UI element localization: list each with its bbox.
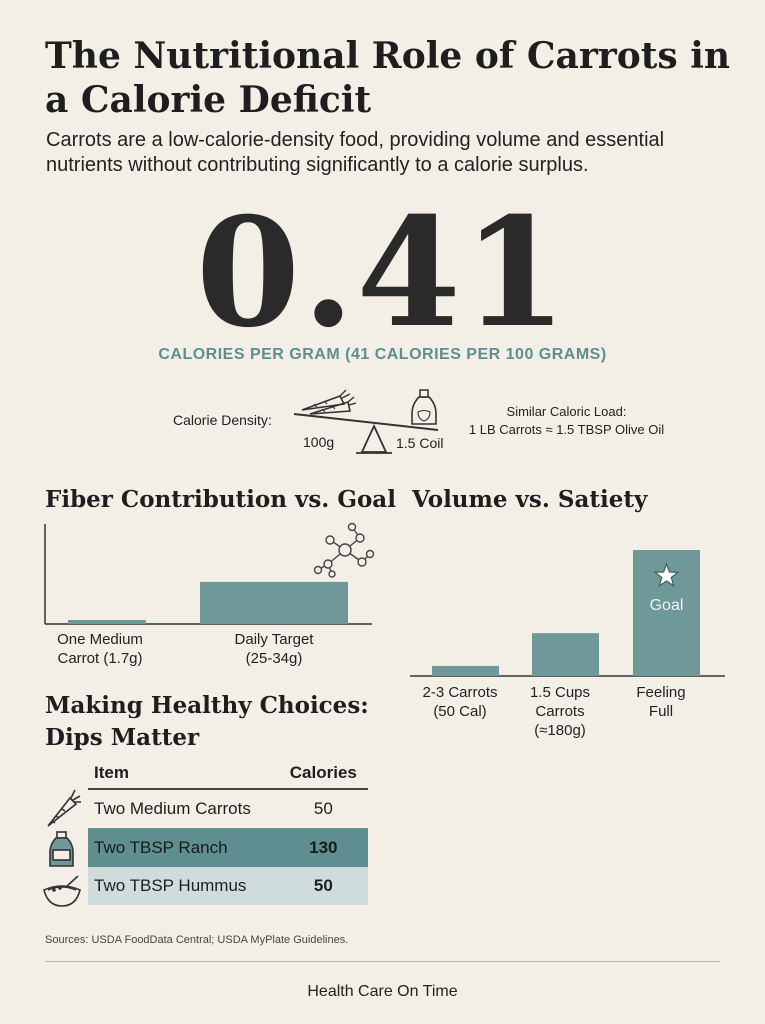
col-header-item: Item: [88, 758, 279, 790]
category-label-line: (50 Cal): [433, 703, 487, 720]
row-item: Two TBSP Ranch: [88, 828, 279, 867]
row-item: Two TBSP Hummus: [88, 867, 279, 905]
category-label-line: Full: [648, 703, 674, 720]
sources-note: Sources: USDA FoodData Central; USDA MyP…: [45, 934, 349, 946]
density-label: Calorie Density:: [173, 412, 272, 428]
row-calories: 130: [278, 828, 368, 867]
headline-caption: CALORIES PER GRAM (41 CALORIES PER 100 G…: [158, 346, 607, 363]
category-label: 2-3 Carrots (50 Cal): [405, 683, 515, 721]
balance-scale-illustration: [293, 389, 439, 454]
dips-title: Making Healthy Choices: Dips Matter: [45, 690, 369, 754]
table-row: Two TBSP Ranch 130: [88, 828, 368, 867]
category-label-line: (≈180g): [534, 722, 586, 739]
fulcrum-icon: [360, 423, 388, 453]
volume-chart: Goal: [410, 550, 725, 677]
page-title: The Nutritional Role of Carrots in a Cal…: [45, 35, 731, 121]
category-label-line: Carrot (1.7g): [57, 650, 143, 667]
fiber-bar-1: [200, 581, 348, 624]
category-label: Daily Target (25-34g): [214, 630, 334, 668]
bottle-icon: [49, 831, 74, 867]
footer-divider: [45, 961, 720, 962]
row-calories: 50: [278, 789, 368, 829]
volume-bar-1: [532, 633, 599, 676]
category-label: One Medium Carrot (1.7g): [40, 630, 160, 668]
density-left-label: 100g: [303, 434, 335, 450]
table-row: Two TBSP Hummus 50: [88, 867, 368, 905]
dips-icons: [43, 789, 81, 907]
table-row: Two Medium Carrots 50: [88, 789, 368, 829]
headline-number: 0.41: [195, 185, 570, 361]
carrot-bundle-icon: [301, 389, 357, 415]
volume-chart-title: Volume vs. Satiety: [412, 486, 648, 513]
dips-header-row: Item Calories: [88, 758, 368, 790]
category-label-line: Carrots: [535, 703, 585, 720]
star-icon: [653, 562, 680, 588]
col-header-calories: Calories: [278, 758, 368, 790]
carrot-icon: [47, 789, 81, 827]
dips-title-line2: Dips Matter: [45, 724, 200, 751]
category-label-line: One Medium: [57, 631, 143, 648]
fiber-chart-title: Fiber Contribution vs. Goal: [45, 486, 396, 513]
bowl-icon: [43, 875, 81, 907]
dips-title-line1: Making Healthy Choices:: [45, 692, 369, 719]
dips-table: Item Calories Two Medium Carrots 50 Two …: [88, 758, 368, 905]
category-label-line: Feeling: [636, 684, 686, 701]
footer-brand: Health Care On Time: [307, 983, 458, 1000]
density-note-line1: Similar Caloric Load:: [506, 404, 627, 419]
fiber-chart: [44, 522, 375, 625]
row-calories: 50: [278, 867, 368, 905]
volume-bar-0: [432, 665, 499, 676]
category-label-line: 2-3 Carrots: [422, 684, 498, 701]
category-label-line: Daily Target: [234, 631, 314, 648]
oil-bottle-icon: [411, 389, 437, 425]
page-subtitle: Carrots are a low-calorie-density food, …: [46, 129, 665, 176]
category-label: 1.5 Cups Carrots (≈180g): [505, 683, 615, 740]
density-note: Similar Caloric Load: 1 LB Carrots ≈ 1.5…: [454, 403, 679, 439]
category-label-line: (25-34g): [245, 650, 303, 667]
goal-annotation: Goal: [650, 597, 684, 614]
category-label-line: 1.5 Cups: [529, 684, 591, 701]
molecule-icon: [313, 522, 375, 578]
row-item: Two Medium Carrots: [88, 789, 279, 829]
fiber-bar-0: [68, 620, 146, 624]
density-right-label: 1.5 Coil: [396, 435, 444, 451]
density-note-line2: 1 LB Carrots ≈ 1.5 TBSP Olive Oil: [468, 422, 665, 437]
category-label: Feeling Full: [606, 683, 716, 721]
